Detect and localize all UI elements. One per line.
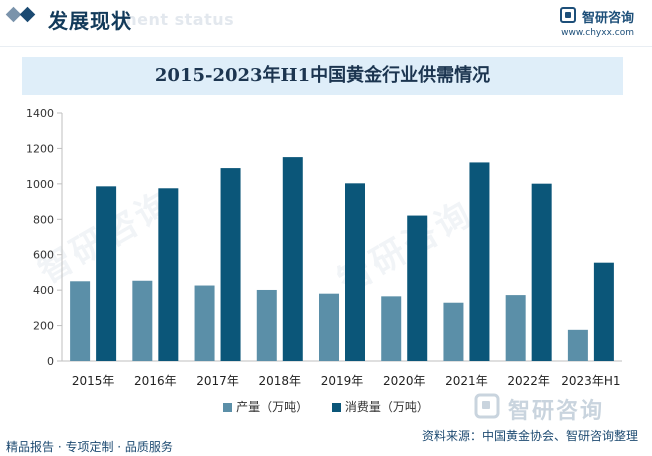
bar-production [194,285,215,361]
chart-title: 2015-2023年H1中国黄金行业供需情况 [154,65,491,86]
bar-consumption [158,188,179,361]
bar-production [70,281,91,361]
y-tick-label: 1400 [26,107,54,120]
header-divider [0,46,652,47]
header: ment status 发展现状 智研咨询 www.chyxx.com [0,0,652,46]
x-tick-label: 2017年 [196,374,239,388]
legend-swatch-production [223,403,233,412]
bar-production [319,293,339,361]
x-tick-label: 2023年H1 [561,374,620,388]
bar-production [443,302,464,361]
bar-consumption [469,162,490,361]
brand-logo-icon [559,7,576,23]
brand: 智研咨询 www.chyxx.com [559,7,634,38]
bar-production [567,329,588,361]
watermark-logo-icon [474,393,500,419]
bar-consumption [282,157,303,361]
legend: 产量（万吨） 消费量（万吨） [0,398,652,415]
bar-consumption [407,215,428,361]
x-tick-label: 2022年 [507,374,550,388]
legend-item-production: 产量（万吨） [223,398,308,415]
y-tick-label: 800 [33,213,54,226]
y-tick-label: 200 [33,320,54,333]
bar-consumption [593,262,614,361]
y-tick-label: 600 [33,249,54,262]
y-tick-label: 400 [33,284,54,297]
x-tick-label: 2019年 [321,374,364,388]
legend-item-consumption: 消费量（万吨） [331,398,429,415]
footer-slogan: 精品报告 · 专项定制 · 品质服务 [6,440,173,454]
data-source: 资料来源：中国黄金协会、智研咨询整理 [421,429,638,443]
y-tick-label: 0 [47,355,54,368]
section-subtitle: ment status [120,10,235,29]
bar-production [256,289,277,361]
x-tick-label: 2018年 [259,374,302,388]
legend-swatch-consumption [331,403,341,412]
brand-name: 智研咨询 [559,7,634,26]
bar-consumption [220,168,241,361]
bar-consumption [345,183,365,361]
x-tick-label: 2020年 [383,374,426,388]
bar-consumption [531,183,552,361]
bar-consumption [96,186,117,361]
y-tick-label: 1000 [26,178,54,191]
x-tick-label: 2015年 [72,374,115,388]
x-tick-label: 2016年 [134,374,177,388]
x-tick-label: 2021年 [445,374,488,388]
watermark-brand-text: 智研咨询 [508,399,605,424]
bar-production [381,296,402,361]
bar-production [505,295,526,361]
y-tick-label: 1200 [26,142,54,155]
bar-production [132,280,153,361]
chart-title-box: 2015-2023年H1中国黄金行业供需情况 [22,57,623,95]
brand-url: www.chyxx.com [561,28,634,38]
section-title: 发展现状 [48,9,132,33]
